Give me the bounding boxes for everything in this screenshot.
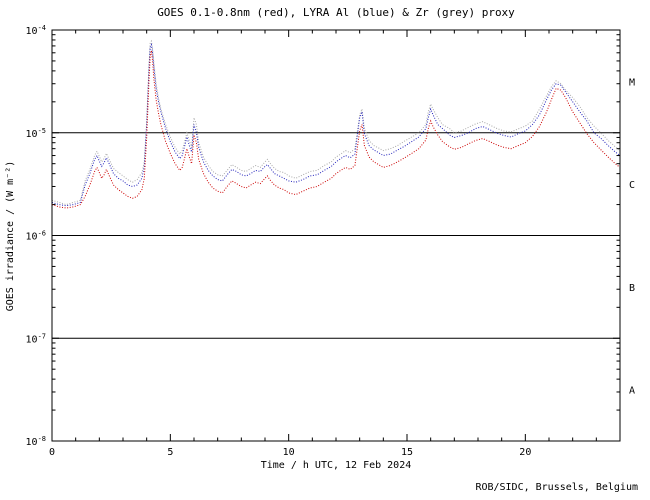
series-lyra-al bbox=[51, 43, 621, 207]
y-tick-label: 10-4 bbox=[26, 24, 46, 37]
plot-border bbox=[51, 29, 621, 442]
x-tick-label: 0 bbox=[49, 447, 55, 458]
plot-area: 10-8 10-7 10-6 10-5 10-4 0 5 10 15 20 M C B A bbox=[26, 24, 636, 458]
x-axis-label: Time / h UTC, 12 Feb 2024 bbox=[261, 460, 412, 471]
y-axis-label: GOES irradiance / (W m⁻²) bbox=[5, 161, 16, 312]
flare-class-label-b: B bbox=[629, 283, 635, 294]
y-tick-label: 10-5 bbox=[26, 127, 46, 140]
flare-class-label-a: A bbox=[629, 386, 635, 397]
y-tick-label: 10-6 bbox=[26, 230, 46, 243]
y-tick-label: 10-8 bbox=[26, 435, 46, 448]
x-tick-label: 5 bbox=[167, 447, 173, 458]
series-lyra-zr bbox=[51, 39, 621, 206]
y-tick-label: 10-7 bbox=[26, 332, 46, 345]
x-tick-label: 10 bbox=[283, 447, 295, 458]
credit-text: ROB/SIDC, Brussels, Belgium bbox=[475, 482, 638, 493]
flare-class-label-m: M bbox=[629, 77, 635, 88]
series-goes bbox=[51, 50, 621, 209]
x-tick-label: 20 bbox=[519, 447, 531, 458]
x-tick-label: 15 bbox=[401, 447, 413, 458]
flare-class-label-c: C bbox=[629, 180, 635, 191]
chart-title: GOES 0.1-0.8nm (red), LYRA Al (blue) & Z… bbox=[157, 6, 515, 19]
